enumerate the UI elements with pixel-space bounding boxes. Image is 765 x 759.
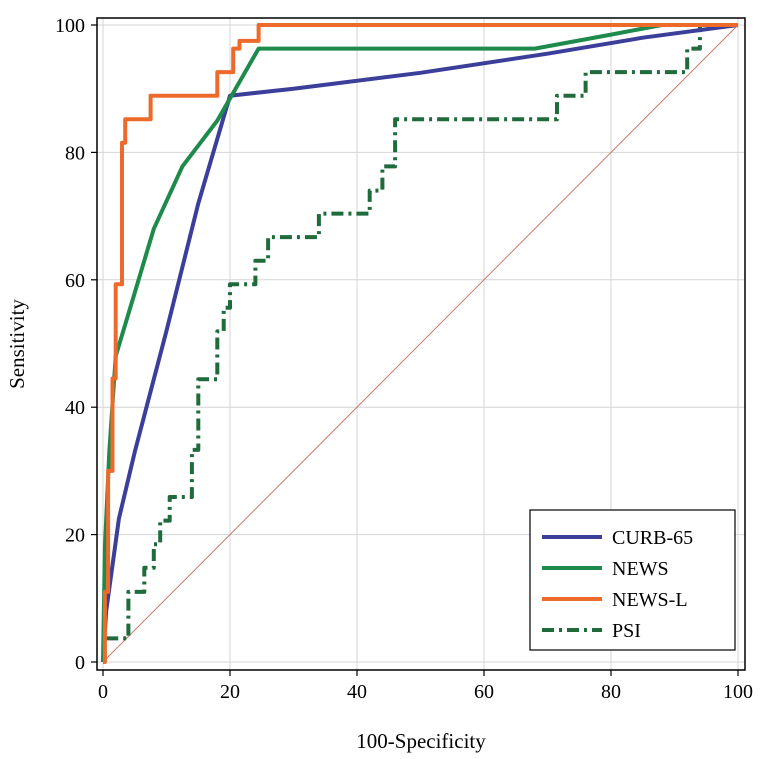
series-line-news-l [102,23,738,664]
legend-label-news: NEWS [612,558,669,580]
legend-label-psi: PSI [612,620,641,642]
y-axis-title: Sensitivity [5,299,29,389]
plot-frame [96,17,746,671]
series-group [101,23,739,664]
y-tick-label: 80 [65,142,85,164]
legend: CURB-65 NEWS NEWS-L PSI [529,509,736,651]
y-tick-label: 100 [55,15,85,37]
x-axis-title: 100-Specificity [356,729,486,753]
reference-diagonal [102,24,739,663]
y-tick-label: 60 [65,270,85,292]
y-tick-label: 20 [65,525,85,547]
axes: 0 20 40 60 80 100 0 20 40 60 80 100 [55,15,753,703]
y-tick-label: 0 [75,652,85,674]
x-tick-label: 40 [347,681,367,703]
grid [97,18,745,670]
x-tick-label: 60 [474,681,494,703]
x-tick-label: 20 [220,681,240,703]
x-tick-label: 0 [98,681,108,703]
x-tick-label: 100 [723,681,753,703]
series-line-curb-65 [101,23,739,663]
legend-label-news-l: NEWS-L [612,589,688,611]
series-line-psi [101,23,738,663]
y-tick-label: 40 [65,397,85,419]
x-tick-label: 80 [601,681,621,703]
series-line-news [101,23,738,663]
legend-label-curb65: CURB-65 [612,527,693,549]
legend-box [529,509,736,651]
